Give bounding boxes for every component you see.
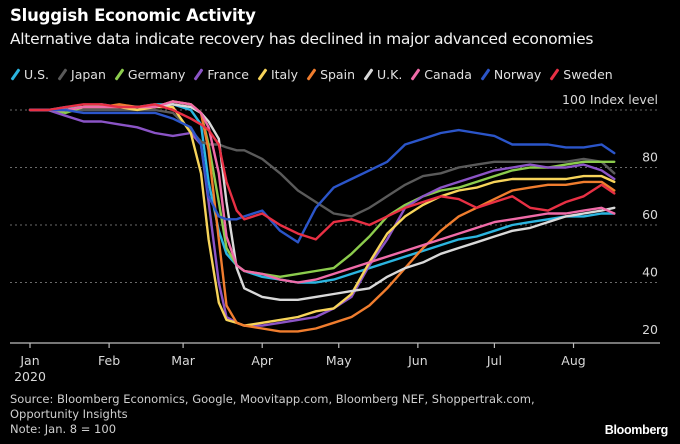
series-line-france: [28, 108, 616, 327]
bloomberg-logo: Bloomberg: [604, 423, 669, 437]
legend-item-us: U.S.: [10, 67, 49, 82]
legend-item-spain: Spain: [306, 67, 355, 82]
chart-subtitle: Alternative data indicate recovery has d…: [10, 30, 594, 48]
legend-item-germany: Germany: [114, 67, 185, 82]
legend-item-italy: Italy: [257, 67, 298, 82]
y-tick-label-80: 80: [642, 150, 658, 165]
x-tick-year-label: 2020: [14, 369, 46, 384]
x-tick-label-aug: Aug: [561, 353, 585, 368]
legend-item-canada: Canada: [410, 67, 472, 82]
legend-item-uk: U.K.: [363, 67, 402, 82]
legend-label: France: [207, 67, 249, 82]
axis-labels: 20 40 60 80 100 Index level Jan Feb Mar Apr May Ju…: [14, 92, 658, 384]
note: Note: Jan. 8 = 100: [10, 422, 117, 436]
legend-label: Sweden: [563, 67, 613, 82]
y-tick-label-100: 100 Index level: [562, 92, 658, 107]
x-tick-label-mar: Mar: [171, 353, 195, 368]
legend-label: Norway: [493, 67, 542, 82]
x-tick-label-jul: Jul: [486, 353, 502, 368]
series-line-sweden: [28, 103, 616, 241]
series-line-norway: [28, 108, 616, 244]
x-tick-label-feb: Feb: [98, 353, 120, 368]
series-line-us: [28, 103, 616, 284]
source-line-1: Source: Bloomberg Economics, Google, Moo…: [10, 392, 535, 406]
axes: [10, 342, 660, 348]
x-tick-label-apr: Apr: [251, 353, 273, 368]
gridlines: [10, 109, 660, 283]
legend-item-sweden: Sweden: [549, 67, 613, 82]
y-tick-label-20: 20: [642, 322, 658, 337]
x-tick-label-may: May: [326, 353, 352, 368]
y-tick-label-40: 40: [642, 265, 658, 280]
legend-label: Spain: [320, 67, 355, 82]
series-lines: [28, 100, 616, 333]
legend: U.S. Japan Germany France Italy Spain U.K. Cana…: [10, 67, 621, 82]
series-line-italy: [28, 105, 616, 327]
footer: Source: Bloomberg Economics, Google, Moo…: [10, 392, 535, 437]
legend-label: Germany: [127, 67, 186, 82]
legend-label: Japan: [71, 67, 106, 82]
x-tick-label-jan: Jan: [19, 353, 39, 368]
legend-item-japan: Japan: [57, 67, 106, 82]
chart-title: Sluggish Economic Activity: [10, 6, 256, 25]
legend-label: Canada: [424, 67, 472, 82]
legend-item-france: France: [193, 67, 249, 82]
series-line-canada: [28, 100, 616, 284]
legend-label: U.S.: [24, 67, 50, 82]
x-tick-label-jun: Jun: [407, 353, 428, 368]
legend-label: Italy: [270, 67, 299, 82]
legend-item-norway: Norway: [480, 67, 541, 82]
source-line-2: Opportunity Insights: [10, 407, 128, 421]
legend-label: U.K.: [377, 67, 403, 82]
y-tick-label-60: 60: [642, 207, 658, 222]
